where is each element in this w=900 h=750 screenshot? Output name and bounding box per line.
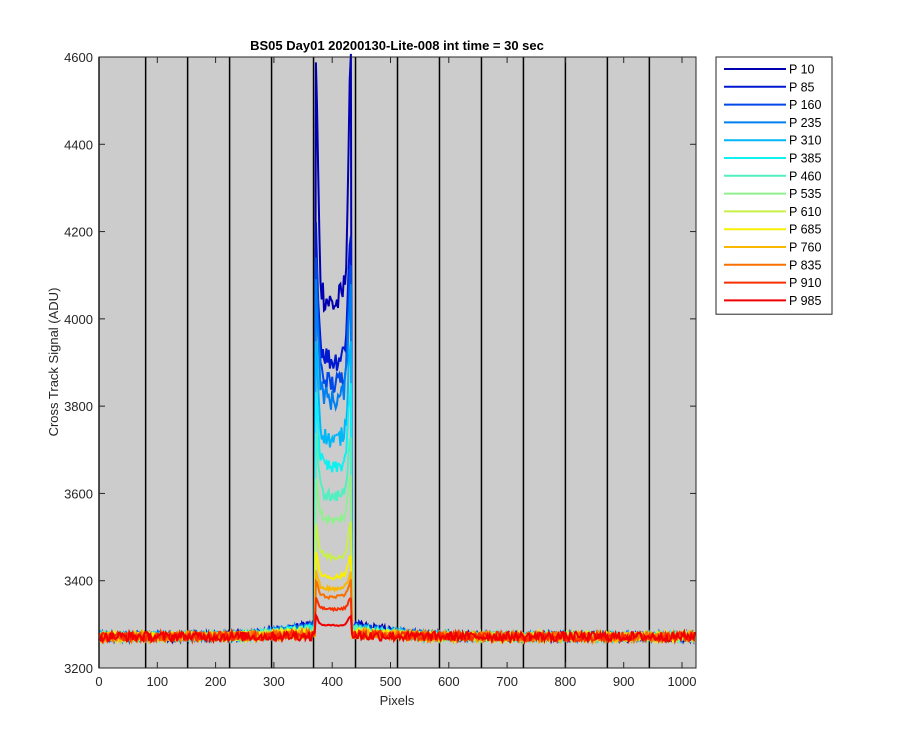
y-tick-label: 4400 xyxy=(64,137,93,152)
x-tick-label: 0 xyxy=(95,674,102,689)
x-tick-label: 300 xyxy=(263,674,285,689)
legend-label: P 10 xyxy=(789,63,815,77)
legend-label: P 535 xyxy=(789,187,821,201)
x-tick-label: 600 xyxy=(438,674,460,689)
y-tick-label: 3400 xyxy=(64,574,93,589)
legend-label: P 460 xyxy=(789,169,821,183)
legend-label: P 835 xyxy=(789,258,821,272)
x-tick-label: 200 xyxy=(205,674,227,689)
legend-label: P 685 xyxy=(789,223,821,237)
plot-frame xyxy=(98,56,697,669)
chart-title: BS05 Day01 20200130-Lite-008 int time = … xyxy=(250,38,544,53)
y-tick-label: 3600 xyxy=(64,486,93,501)
x-tick-label: 100 xyxy=(146,674,168,689)
y-tick-label: 4200 xyxy=(64,225,93,240)
legend-label: P 385 xyxy=(789,152,821,166)
legend-label: P 235 xyxy=(789,116,821,130)
y-tick-label: 4600 xyxy=(64,50,93,65)
x-axis-label: Pixels xyxy=(380,693,415,708)
legend-label: P 85 xyxy=(789,80,815,94)
y-axis-ticks: 3200 3400 3600 3800 4000 4200 4400 4600 xyxy=(64,50,696,676)
legend: P 10 P 85 P 160 P 235 P 310 P 385 P 460 P 535 P … xyxy=(715,56,833,315)
legend-box xyxy=(715,56,833,315)
legend-label: P 310 xyxy=(789,134,821,148)
y-axis-label: Cross Track Signal (ADU) xyxy=(46,288,61,437)
vertical-markers xyxy=(98,57,651,668)
legend-label: P 985 xyxy=(789,294,821,308)
legend-label: P 910 xyxy=(789,276,821,290)
x-tick-label: 500 xyxy=(380,674,402,689)
y-tick-label: 3200 xyxy=(64,661,93,676)
x-tick-label: 800 xyxy=(555,674,577,689)
x-axis-ticks: 0 100 200 300 400 500 600 700 800 900 1000 xyxy=(95,57,696,689)
y-tick-label: 4000 xyxy=(64,312,93,327)
series-line-p-985 xyxy=(98,611,696,645)
x-tick-label: 1000 xyxy=(668,674,697,689)
y-tick-label: 3800 xyxy=(64,399,93,414)
legend-label: P 610 xyxy=(789,205,821,219)
x-tick-label: 700 xyxy=(496,674,518,689)
x-tick-label: 900 xyxy=(613,674,635,689)
legend-label: P 760 xyxy=(789,241,821,255)
legend-label: P 160 xyxy=(789,98,821,112)
series-layer xyxy=(98,53,696,646)
x-tick-label: 400 xyxy=(321,674,343,689)
